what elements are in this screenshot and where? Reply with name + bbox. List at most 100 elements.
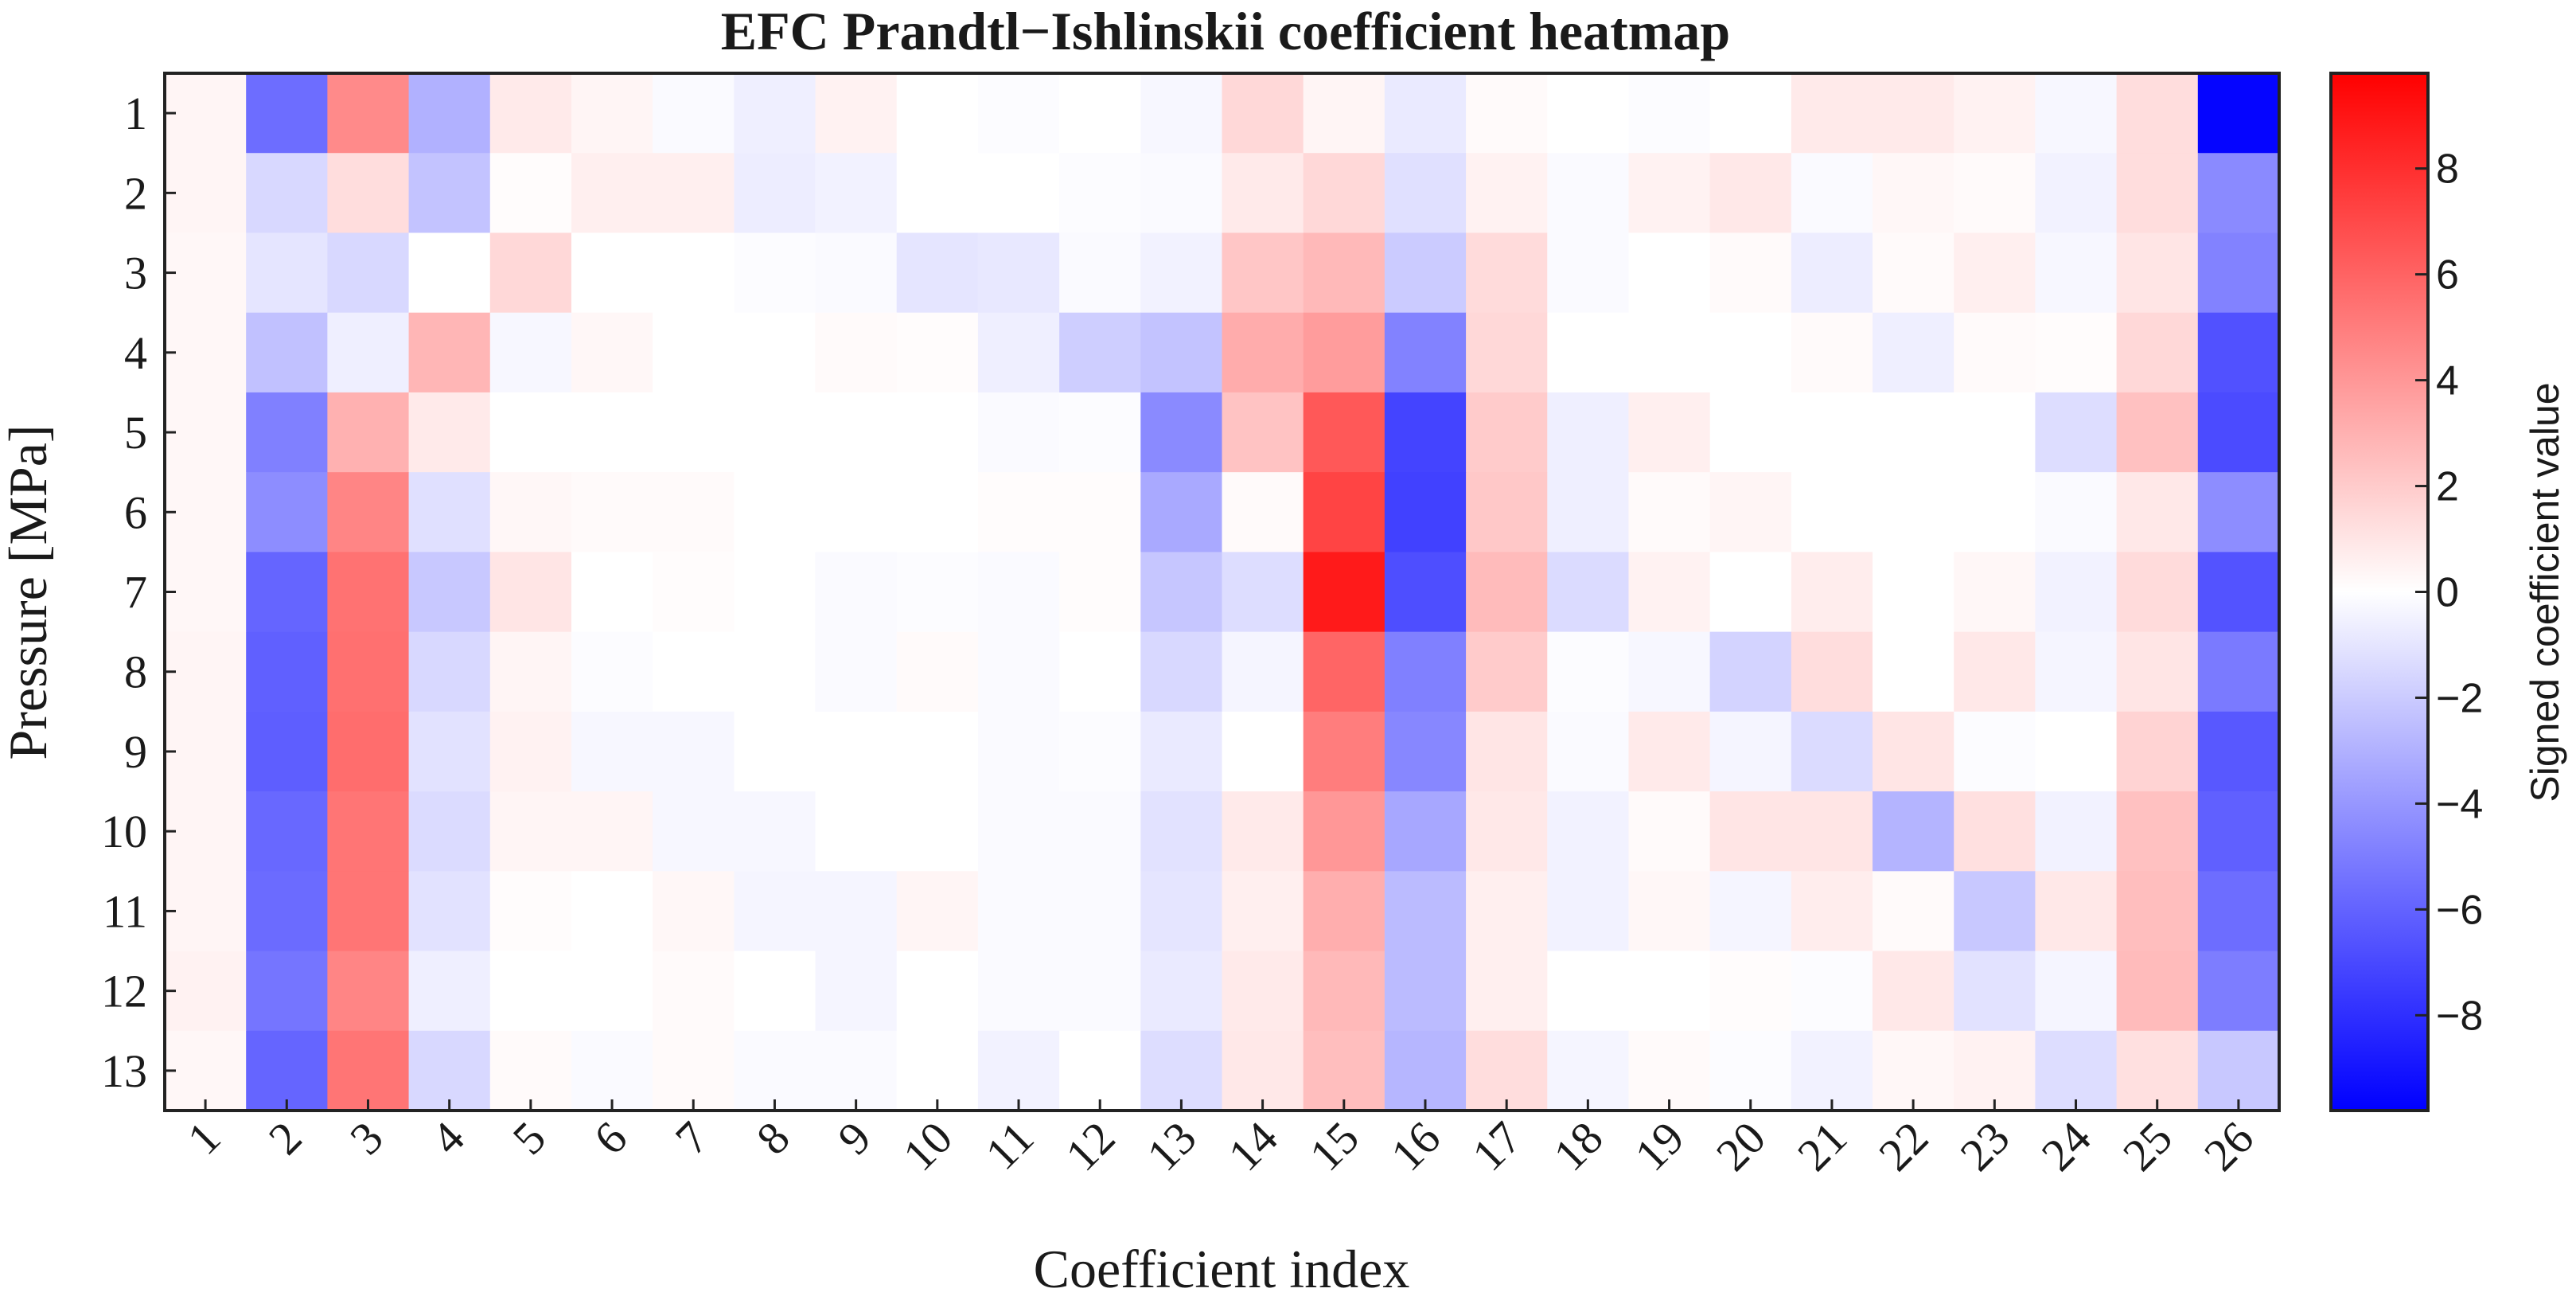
heatmap-cell xyxy=(815,73,898,154)
heatmap-cell xyxy=(1303,392,1385,473)
heatmap-cell xyxy=(1222,232,1304,314)
heatmap-cell xyxy=(1628,951,1711,1032)
heatmap-cell xyxy=(1954,711,2036,792)
heatmap-cell xyxy=(815,552,898,633)
x-tick-label: 24 xyxy=(2032,1111,2101,1181)
heatmap-cell xyxy=(1384,791,1467,872)
heatmap-cell xyxy=(165,232,247,314)
heatmap-cell xyxy=(1628,232,1711,314)
heatmap-cell xyxy=(1059,951,1141,1032)
heatmap-cell xyxy=(571,312,653,393)
heatmap-cell xyxy=(896,1030,979,1111)
heatmap-cell xyxy=(2197,871,2280,952)
heatmap-cell xyxy=(1384,472,1467,552)
heatmap-cell xyxy=(815,312,898,393)
heatmap-cell xyxy=(1547,1030,1630,1111)
heatmap-cell xyxy=(1954,472,2036,552)
heatmap-cell xyxy=(1222,711,1304,792)
heatmap-cell xyxy=(1547,552,1630,633)
x-tick-label: 25 xyxy=(2113,1111,2182,1181)
y-tick-label: 3 xyxy=(124,248,147,299)
heatmap-cell xyxy=(1303,631,1385,713)
heatmap-cell xyxy=(165,1030,247,1111)
x-axis-label: Coefficient index xyxy=(1034,1239,1410,1299)
heatmap-cell xyxy=(734,392,816,473)
heatmap-cell xyxy=(1140,791,1223,872)
heatmap-cell xyxy=(1303,232,1385,314)
heatmap-cell xyxy=(977,153,1060,234)
heatmap-cell xyxy=(408,711,491,792)
heatmap-cell xyxy=(571,791,653,872)
heatmap-cell xyxy=(1791,232,1873,314)
heatmap-cell xyxy=(489,73,572,154)
heatmap-cell xyxy=(1059,711,1141,792)
heatmap-cell xyxy=(1547,232,1630,314)
heatmap-cell xyxy=(2035,951,2118,1032)
heatmap-cell xyxy=(815,951,898,1032)
heatmap-cell xyxy=(1140,312,1223,393)
heatmap-cell xyxy=(1709,1030,1792,1111)
heatmap-cell xyxy=(1384,631,1467,713)
x-tick-label: 21 xyxy=(1787,1111,1857,1181)
heatmap-cell xyxy=(408,392,491,473)
heatmap-cell xyxy=(246,153,328,234)
heatmap-cell xyxy=(408,951,491,1032)
heatmap-cell xyxy=(896,472,979,552)
heatmap-cell xyxy=(815,153,898,234)
heatmap-cell xyxy=(1873,631,1954,713)
heatmap-cell xyxy=(246,552,328,633)
colorbar-tick-label: 8 xyxy=(2436,146,2459,193)
heatmap-cell xyxy=(2035,791,2118,872)
heatmap-cell xyxy=(1222,631,1304,713)
heatmap-cell xyxy=(1059,312,1141,393)
heatmap-cell xyxy=(1628,312,1711,393)
heatmap-cell xyxy=(246,392,328,473)
heatmap-cell xyxy=(1547,153,1630,234)
heatmap-cell xyxy=(653,951,735,1032)
heatmap-cell xyxy=(1140,472,1223,552)
heatmap-cell xyxy=(327,871,410,952)
y-tick-label: 1 xyxy=(124,88,147,139)
x-tick-label: 12 xyxy=(1055,1111,1124,1181)
heatmap-cell xyxy=(1791,392,1873,473)
heatmap-cell xyxy=(327,951,410,1032)
heatmap-cell xyxy=(1466,312,1548,393)
heatmap-cell xyxy=(571,153,653,234)
heatmap-cell xyxy=(327,392,410,473)
heatmap-cell xyxy=(408,312,491,393)
x-tick-label: 4 xyxy=(421,1111,474,1164)
heatmap-cell xyxy=(1466,711,1548,792)
heatmap-cell xyxy=(1140,552,1223,633)
heatmap-cell xyxy=(1709,951,1792,1032)
x-tick-label: 6 xyxy=(584,1111,637,1164)
heatmap-cell xyxy=(1140,73,1223,154)
heatmap-cell xyxy=(2116,312,2199,393)
heatmap-cell xyxy=(327,552,410,633)
heatmap-cell xyxy=(2197,392,2280,473)
heatmap-cell xyxy=(1709,552,1792,633)
heatmap-cell xyxy=(1873,711,1954,792)
heatmap-cell xyxy=(653,153,735,234)
heatmap-cell xyxy=(571,232,653,314)
heatmap-cell xyxy=(734,153,816,234)
heatmap-cell xyxy=(734,631,816,713)
heatmap-cell xyxy=(2197,73,2280,154)
heatmap-cell xyxy=(327,232,410,314)
heatmap-cell xyxy=(246,631,328,713)
heatmap-cell xyxy=(1303,73,1385,154)
heatmap-cell xyxy=(1466,153,1548,234)
x-tick-label: 18 xyxy=(1544,1111,1613,1181)
heatmap-cell xyxy=(1628,711,1711,792)
x-tick-label: 17 xyxy=(1462,1111,1531,1181)
heatmap-cell xyxy=(408,1030,491,1111)
heatmap-cell xyxy=(1709,392,1792,473)
heatmap-cell xyxy=(1384,552,1467,633)
heatmap-cell xyxy=(1954,1030,2036,1111)
heatmap-cell xyxy=(1059,392,1141,473)
x-tick-label: 11 xyxy=(976,1111,1043,1179)
x-tick-label: 15 xyxy=(1300,1111,1369,1181)
colorbar-ticks: 8 6 4 2 0 −2 −4 −6 −8 xyxy=(2415,146,2483,1039)
heatmap-cell xyxy=(2116,951,2199,1032)
